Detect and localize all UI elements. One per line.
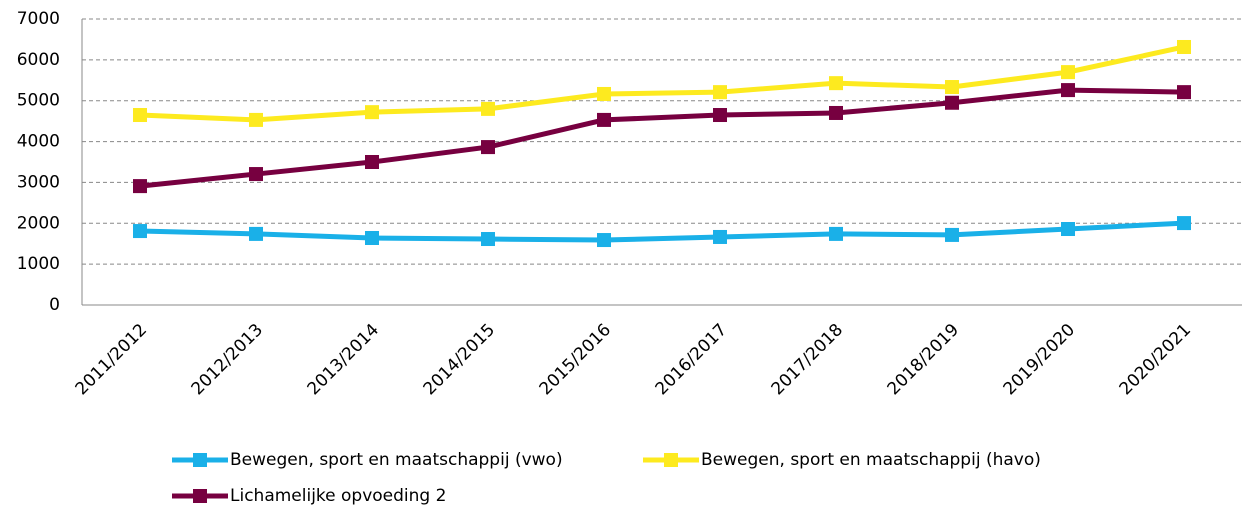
marker bbox=[365, 230, 379, 245]
x-tick-label: 2017/2018 bbox=[768, 320, 847, 399]
marker bbox=[829, 226, 843, 241]
marker bbox=[249, 112, 263, 127]
y-tick-label: 0 bbox=[49, 295, 60, 315]
marker bbox=[945, 95, 959, 110]
x-tick-label: 2013/2014 bbox=[304, 320, 383, 399]
series-line bbox=[139, 220, 1185, 243]
marker bbox=[481, 140, 495, 155]
marker bbox=[597, 86, 611, 101]
marker bbox=[365, 155, 379, 169]
marker bbox=[249, 167, 263, 182]
marker bbox=[133, 108, 147, 123]
x-tick-label: 2012/2013 bbox=[188, 320, 267, 399]
marker bbox=[713, 108, 727, 123]
legend-marker bbox=[664, 453, 678, 467]
x-tick-label: 2016/2017 bbox=[652, 320, 731, 399]
marker bbox=[1177, 85, 1191, 100]
x-tick-label: 2011/2012 bbox=[72, 320, 151, 399]
legend-label: Lichamelijke opvoeding 2 bbox=[230, 486, 446, 506]
marker bbox=[133, 224, 147, 239]
y-tick-label: 2000 bbox=[17, 213, 60, 233]
legend-marker bbox=[193, 453, 207, 467]
marker bbox=[1177, 216, 1191, 231]
x-tick-label: 2014/2015 bbox=[420, 320, 499, 399]
y-tick-label: 4000 bbox=[17, 132, 60, 152]
marker bbox=[1061, 65, 1075, 80]
marker bbox=[365, 105, 379, 120]
x-tick-label: 2020/2021 bbox=[1116, 320, 1195, 399]
series-line bbox=[139, 87, 1185, 189]
series-line bbox=[139, 44, 1185, 123]
marker bbox=[481, 232, 495, 247]
marker bbox=[481, 101, 495, 116]
marker bbox=[945, 227, 959, 242]
marker bbox=[713, 229, 727, 244]
x-tick-label: 2015/2016 bbox=[536, 320, 615, 399]
y-tick-label: 7000 bbox=[17, 9, 60, 29]
marker bbox=[249, 226, 263, 241]
marker bbox=[1061, 83, 1075, 98]
legend-label: Bewegen, sport en maatschappij (vwo) bbox=[230, 450, 563, 470]
marker bbox=[1061, 222, 1075, 237]
x-tick-label: 2018/2019 bbox=[884, 320, 963, 399]
marker bbox=[597, 112, 611, 127]
marker bbox=[133, 179, 147, 194]
x-tick-label: 2019/2020 bbox=[1000, 320, 1079, 399]
y-tick-label: 5000 bbox=[17, 91, 60, 111]
legend-marker bbox=[193, 489, 207, 503]
y-tick-label: 3000 bbox=[17, 172, 60, 192]
marker bbox=[1177, 39, 1191, 54]
marker bbox=[829, 76, 843, 91]
y-tick-label: 1000 bbox=[17, 254, 60, 274]
marker bbox=[713, 85, 727, 100]
marker bbox=[945, 80, 959, 95]
legend-label: Bewegen, sport en maatschappij (havo) bbox=[701, 450, 1041, 470]
y-tick-label: 6000 bbox=[17, 50, 60, 70]
marker bbox=[597, 233, 611, 248]
marker bbox=[829, 105, 843, 120]
